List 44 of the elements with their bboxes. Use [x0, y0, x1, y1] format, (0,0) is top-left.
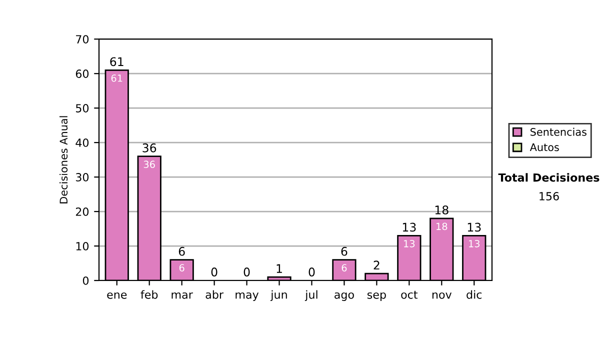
total-label: 6 — [178, 246, 185, 256]
total-label: 1 — [276, 264, 282, 273]
total-label: 18 — [435, 205, 448, 214]
x-tick-label: ene — [107, 292, 127, 299]
x-tick-label: jul — [304, 290, 318, 301]
total-label: 13 — [402, 222, 416, 232]
y-tick-label: 40 — [76, 138, 89, 147]
x-tick-label: dic — [466, 290, 482, 299]
x-tick-label: abr — [206, 290, 224, 299]
total-label: 0 — [211, 268, 218, 276]
data-label: 13 — [404, 240, 415, 248]
total-label: 6 — [341, 246, 348, 256]
y-tick-label: 0 — [82, 276, 89, 285]
legend-label: Sentencias — [530, 128, 586, 136]
total-label: 2 — [374, 260, 380, 270]
y-tick-label: 10 — [76, 242, 89, 250]
data-label: 13 — [469, 240, 480, 248]
text: Total Decisiones — [498, 173, 600, 182]
y-tick-label: 30 — [76, 173, 89, 182]
x-tick-label: sep — [367, 292, 386, 301]
data-label: 61 — [111, 74, 122, 82]
x-tick-label: feb — [140, 290, 158, 299]
total-label: 0 — [308, 268, 315, 276]
x-tick-label: may — [236, 292, 259, 301]
total-label: 36 — [142, 143, 156, 152]
data-label: 6 — [179, 264, 184, 272]
y-tick-label: 50 — [76, 104, 89, 112]
total-label: 0 — [244, 268, 250, 276]
x-tick-label: ago — [334, 292, 354, 301]
data-label: 36 — [144, 160, 155, 168]
legend-label: Autos — [530, 143, 559, 152]
data-label: 6 — [342, 264, 347, 272]
data-label: 18 — [436, 222, 448, 230]
y-tick-label: 60 — [76, 70, 89, 78]
x-tick-label: nov — [432, 292, 452, 299]
text: 156 — [540, 192, 559, 200]
x-tick-label: mar — [172, 292, 193, 299]
total-label: 61 — [110, 57, 124, 66]
y-tick-label: 70 — [76, 35, 89, 44]
x-tick-label: jun — [270, 290, 287, 301]
total-label: 13 — [468, 222, 481, 232]
x-tick-label: oct — [401, 290, 418, 299]
y-axis-title: Decisiones Anual — [60, 116, 68, 204]
y-tick-label: 20 — [76, 208, 89, 216]
